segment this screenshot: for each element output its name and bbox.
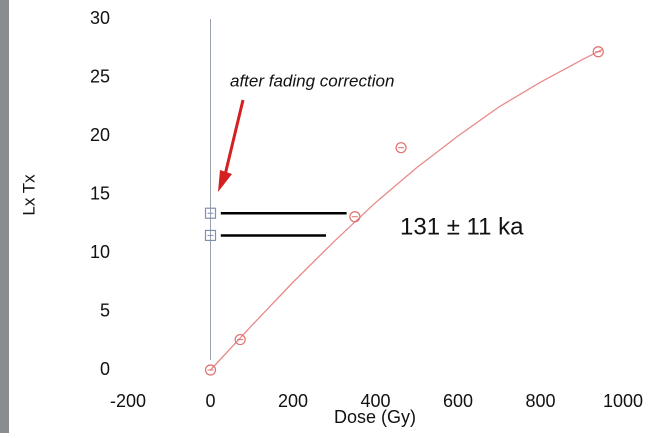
y-tick-label: 0 <box>100 359 110 379</box>
data-point <box>234 333 246 346</box>
age-label: 131 ± 11 ka <box>400 213 524 240</box>
x-tick-label: 0 <box>205 391 215 411</box>
corrected-point <box>204 207 217 219</box>
x-tick-label: 400 <box>360 391 390 411</box>
data-point <box>204 364 217 376</box>
x-tick-label: 800 <box>525 391 555 411</box>
fit-curve <box>210 48 603 371</box>
y-tick-label: 5 <box>100 300 110 320</box>
data-point <box>349 211 361 223</box>
x-axis-label: Dose (Gy) <box>334 407 416 427</box>
corrected-point <box>204 229 217 242</box>
x-tick-label: 1000 <box>603 391 643 411</box>
y-tick-label: 15 <box>90 183 110 203</box>
annotation: after fading correction <box>230 71 394 90</box>
x-tick-label: -200 <box>110 391 146 411</box>
arrow-shaft <box>223 99 245 176</box>
data-point <box>395 142 407 154</box>
y-tick-label: 20 <box>90 125 110 145</box>
y-tick-label: 30 <box>90 8 110 28</box>
y-tick-label: 25 <box>90 66 110 86</box>
data-point <box>592 46 604 58</box>
photo-strip <box>0 0 9 433</box>
arrow-head <box>218 170 232 192</box>
y-axis-label: Lx Tx <box>19 174 38 216</box>
x-tick-label: 600 <box>443 391 473 411</box>
y-tick-label: 10 <box>90 242 110 262</box>
x-tick-label: 200 <box>278 391 308 411</box>
